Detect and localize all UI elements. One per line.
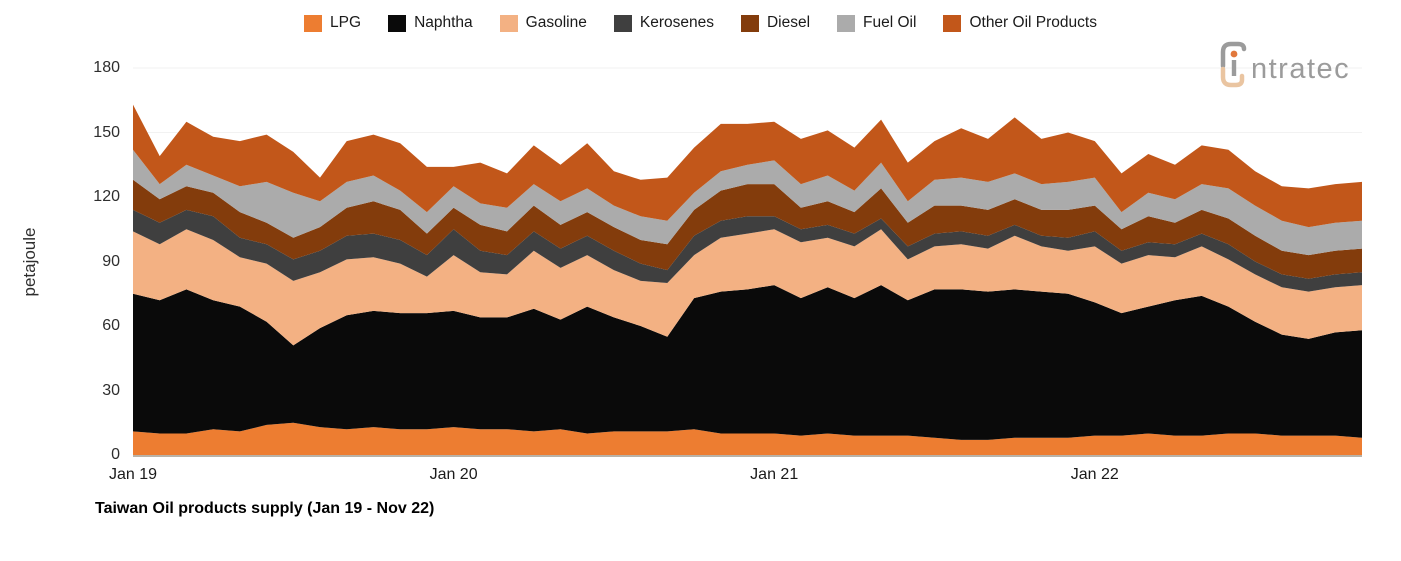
logo-i-dot bbox=[1230, 50, 1238, 58]
area-lpg bbox=[133, 422, 1362, 455]
legend-swatch-lpg bbox=[304, 14, 323, 32]
chart-legend: LPG Naphtha Gasoline Kerosenes Diesel Fuel Oi… bbox=[0, 14, 1401, 32]
legend-label-gasoline: Gasoline bbox=[525, 14, 587, 31]
y-tick-label-150: 150 bbox=[93, 123, 120, 141]
x-tick-label-jan-21: Jan 21 bbox=[750, 466, 799, 483]
x-tick-label-jan-19: Jan 19 bbox=[108, 466, 158, 483]
legend-label-naphtha: Naphtha bbox=[414, 14, 473, 31]
y-tick-label-60: 60 bbox=[102, 317, 120, 334]
legend-item-fuel-oil: Fuel Oil bbox=[837, 14, 916, 32]
legend-swatch-diesel bbox=[740, 14, 759, 32]
logo-hook-bottom bbox=[1220, 66, 1245, 88]
legend-label-kerosenes: Kerosenes bbox=[639, 14, 714, 31]
area-fuel-oil bbox=[133, 149, 1362, 256]
area-gasoline bbox=[133, 229, 1362, 346]
legend-swatch-other-oil-products bbox=[943, 14, 962, 32]
area-other-oil-products bbox=[133, 104, 1362, 228]
legend-item-naphtha: Naphtha bbox=[388, 14, 473, 32]
legend-item-lpg: LPG bbox=[304, 14, 361, 32]
legend-swatch-kerosenes bbox=[613, 14, 632, 32]
legend-item-diesel: Diesel bbox=[740, 14, 811, 32]
area-naphtha bbox=[133, 285, 1362, 440]
y-tick-label-120: 120 bbox=[93, 188, 120, 205]
area-diesel bbox=[133, 179, 1362, 279]
y-tick-label-180: 180 bbox=[93, 59, 120, 76]
y-tick-label-90: 90 bbox=[102, 252, 120, 270]
legend-swatch-fuel-oil bbox=[837, 14, 856, 32]
y-tick-label-0: 0 bbox=[111, 446, 120, 463]
legend-label-other-oil-products: Other Oil Products bbox=[969, 14, 1097, 31]
x-tick-label-jan-20: Jan 20 bbox=[429, 466, 478, 483]
logo-text: ntratec bbox=[1251, 53, 1350, 85]
legend-swatch-gasoline bbox=[499, 14, 518, 32]
y-axis-title: petajoule bbox=[20, 227, 39, 297]
chart-title: Taiwan Oil products supply (Jan 19 - Nov… bbox=[95, 500, 435, 517]
y-tick-label-30: 30 bbox=[102, 381, 120, 399]
area-kerosenes bbox=[133, 209, 1362, 292]
logo-hook-top bbox=[1220, 41, 1247, 69]
legend-item-other-oil-products: Other Oil Products bbox=[943, 14, 1097, 32]
logo-i-stem bbox=[1231, 60, 1237, 76]
x-tick-label-jan-22: Jan 22 bbox=[1070, 466, 1119, 483]
legend-label-diesel: Diesel bbox=[766, 14, 811, 31]
legend-label-lpg: LPG bbox=[330, 14, 362, 31]
legend-swatch-naphtha bbox=[388, 14, 407, 32]
legend-item-gasoline: Gasoline bbox=[499, 14, 587, 32]
legend-item-kerosenes: Kerosenes bbox=[613, 14, 714, 32]
legend-label-fuel-oil: Fuel Oil bbox=[863, 14, 917, 31]
intratec-logo: ntratec bbox=[1220, 41, 1350, 88]
